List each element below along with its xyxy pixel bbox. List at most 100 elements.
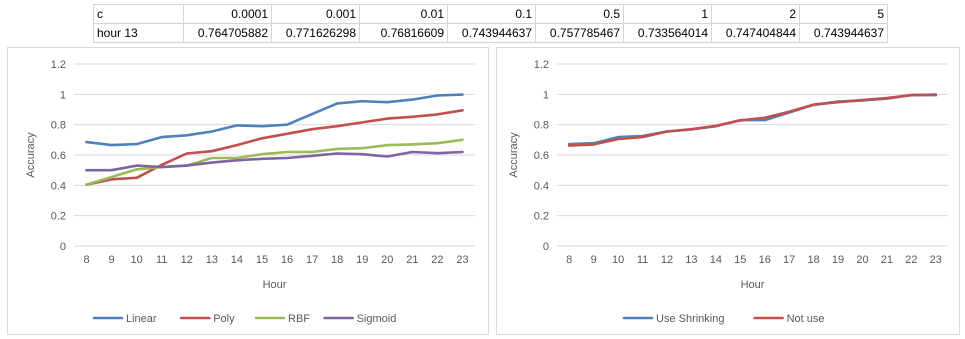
data-point: [335, 124, 339, 128]
data-point: [436, 151, 439, 155]
data-point: [260, 157, 264, 160]
data-point: [592, 143, 595, 146]
shrinking-accuracy-chart: 0 0.2 0.4 0.6 0.8 1 1.2 8 9 10 11 12 13 14 15 16 17 18 19 2…: [496, 47, 960, 335]
x-tick-label: 10: [612, 254, 624, 266]
x-tick-label: 20: [381, 254, 393, 266]
data-point: [85, 168, 88, 172]
data-point: [461, 109, 464, 112]
data-point: [361, 99, 364, 103]
legend-label: Linear: [126, 313, 157, 325]
data-point: [285, 123, 289, 126]
data-point: [335, 147, 339, 151]
data-point: [160, 163, 163, 167]
table-cell: 2: [711, 4, 800, 24]
x-tick-label: 10: [131, 254, 143, 266]
table-cell: 0.747404844: [711, 23, 800, 43]
y-tick-label: 0: [543, 241, 549, 253]
data-point: [210, 130, 214, 133]
data-point: [461, 93, 464, 96]
data-point: [260, 137, 264, 140]
series-line-not-use: [567, 93, 938, 147]
data-point: [910, 93, 913, 97]
x-tick-label: 14: [231, 254, 243, 266]
y-tick-label: 0: [60, 241, 66, 253]
table-cell: 0.01: [359, 4, 448, 24]
kernel-accuracy-chart: 0 0.2 0.4 0.6 0.8 1 1.2 8 9 10 11 12 13 14 15 16 17 18 19 2…: [7, 47, 489, 335]
data-point: [235, 143, 239, 147]
data-point: [235, 159, 239, 162]
data-point: [665, 130, 669, 133]
legend-item: Linear: [92, 313, 157, 325]
legend-label: Use Shrinking: [656, 313, 724, 325]
data-point: [461, 150, 464, 154]
data-point: [885, 96, 889, 100]
x-axis-title: Hour: [263, 279, 287, 291]
data-point: [210, 150, 214, 153]
table-cell: 0.764705882: [183, 23, 272, 43]
data-point: [335, 152, 339, 155]
data-point: [411, 143, 414, 146]
data-point: [285, 132, 289, 135]
data-point: [110, 168, 113, 172]
x-tick-label: 22: [905, 254, 917, 266]
data-point: [812, 103, 815, 106]
x-tick-label: 11: [156, 254, 167, 266]
x-tick-label: 14: [710, 254, 722, 266]
data-point: [861, 98, 864, 102]
data-point: [285, 150, 289, 154]
table-cell: 5: [799, 4, 888, 24]
series-line-sigmoid: [85, 150, 464, 172]
data-point: [411, 150, 414, 154]
data-point: [310, 154, 314, 157]
data-point: [836, 101, 840, 104]
data-point: [135, 176, 138, 179]
parameter-table: c 0.0001 0.001 0.01 0.1 0.5 1 2 5 hour 13 0.764705…: [93, 4, 888, 43]
x-tick-label: 8: [83, 254, 89, 266]
data-point: [787, 110, 791, 113]
data-point: [411, 115, 414, 118]
data-point: [260, 153, 264, 156]
data-point: [386, 101, 389, 104]
data-point: [763, 118, 766, 122]
data-point: [386, 155, 389, 158]
data-point: [210, 161, 214, 164]
data-point: [616, 135, 620, 139]
x-tick-label: 17: [783, 254, 795, 266]
y-tick-label: 1: [543, 89, 549, 101]
x-tick-label: 15: [256, 254, 268, 266]
data-point: [235, 156, 239, 160]
data-point: [160, 165, 163, 169]
y-tick-label: 0.6: [534, 150, 549, 162]
x-tick-label: 12: [181, 254, 193, 266]
data-point: [135, 142, 138, 146]
data-point: [690, 128, 693, 131]
y-axis-title: Accuracy: [25, 132, 37, 178]
data-point: [85, 140, 88, 144]
legend-label: RBF: [288, 313, 310, 325]
data-point: [135, 168, 138, 171]
x-tick-label: 16: [759, 254, 771, 266]
x-tick-label: 9: [591, 254, 597, 266]
legend-label: Sigmoid: [357, 313, 397, 325]
table-row: hour 13 0.764705882 0.771626298 0.76816609 0…: [93, 23, 888, 43]
x-tick-label: 22: [431, 254, 443, 266]
table-cell: 0.771626298: [271, 23, 360, 43]
data-point: [310, 112, 314, 116]
x-tick-label: 13: [685, 254, 697, 266]
data-point: [185, 134, 188, 137]
y-tick-label: 1.2: [51, 59, 66, 71]
x-tick-label: 18: [331, 254, 343, 266]
table-cell: 0.5: [535, 4, 624, 24]
table-cell: 0.001: [271, 4, 360, 24]
y-tick-label: 1: [60, 89, 66, 101]
x-tick-label: 15: [734, 254, 746, 266]
data-point: [568, 144, 571, 147]
legend-item: RBF: [254, 313, 310, 325]
series-line-poly: [85, 108, 464, 186]
y-tick-label: 1.2: [534, 59, 549, 71]
table-cell: 1: [623, 4, 712, 24]
data-point: [160, 135, 163, 139]
x-tick-label: 11: [637, 254, 648, 266]
data-point: [616, 137, 620, 141]
table-cell: 0.743944637: [799, 23, 888, 43]
